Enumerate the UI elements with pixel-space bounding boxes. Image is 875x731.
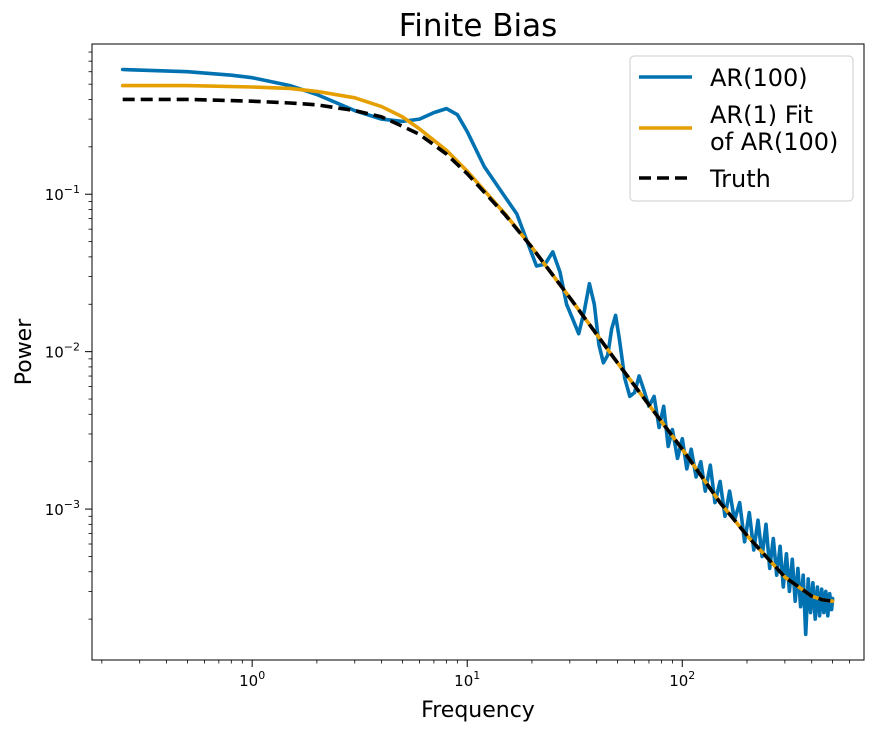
- x-tick-label: 101: [454, 669, 480, 690]
- legend-label-2: Truth: [709, 165, 771, 193]
- x-tick-label: 102: [669, 669, 695, 690]
- chart-title: Finite Bias: [399, 8, 558, 44]
- y-tick-label: 10−3: [45, 498, 80, 519]
- series-line-2: [122, 97, 833, 603]
- legend-label-1: AR(1) Fit of AR(100): [710, 101, 838, 156]
- plot-series: [120, 67, 835, 637]
- x-axis-label: Frequency: [421, 698, 535, 723]
- legend-frame: [629, 55, 854, 202]
- y-tick-label: 10−1: [45, 183, 80, 204]
- series-line-0: [120, 67, 835, 637]
- axis-ticks: 100 101 102 10−3 10−2 10−1: [45, 51, 851, 690]
- legend-label-0: AR(100): [710, 64, 808, 92]
- y-tick-label: 10−2: [45, 341, 80, 362]
- legend: AR(100) AR(1) Fit of AR(100) Truth: [629, 55, 854, 202]
- x-tick-label: 100: [239, 669, 265, 690]
- y-axis-label: Power: [12, 318, 37, 385]
- plot-area-frame: [91, 43, 865, 661]
